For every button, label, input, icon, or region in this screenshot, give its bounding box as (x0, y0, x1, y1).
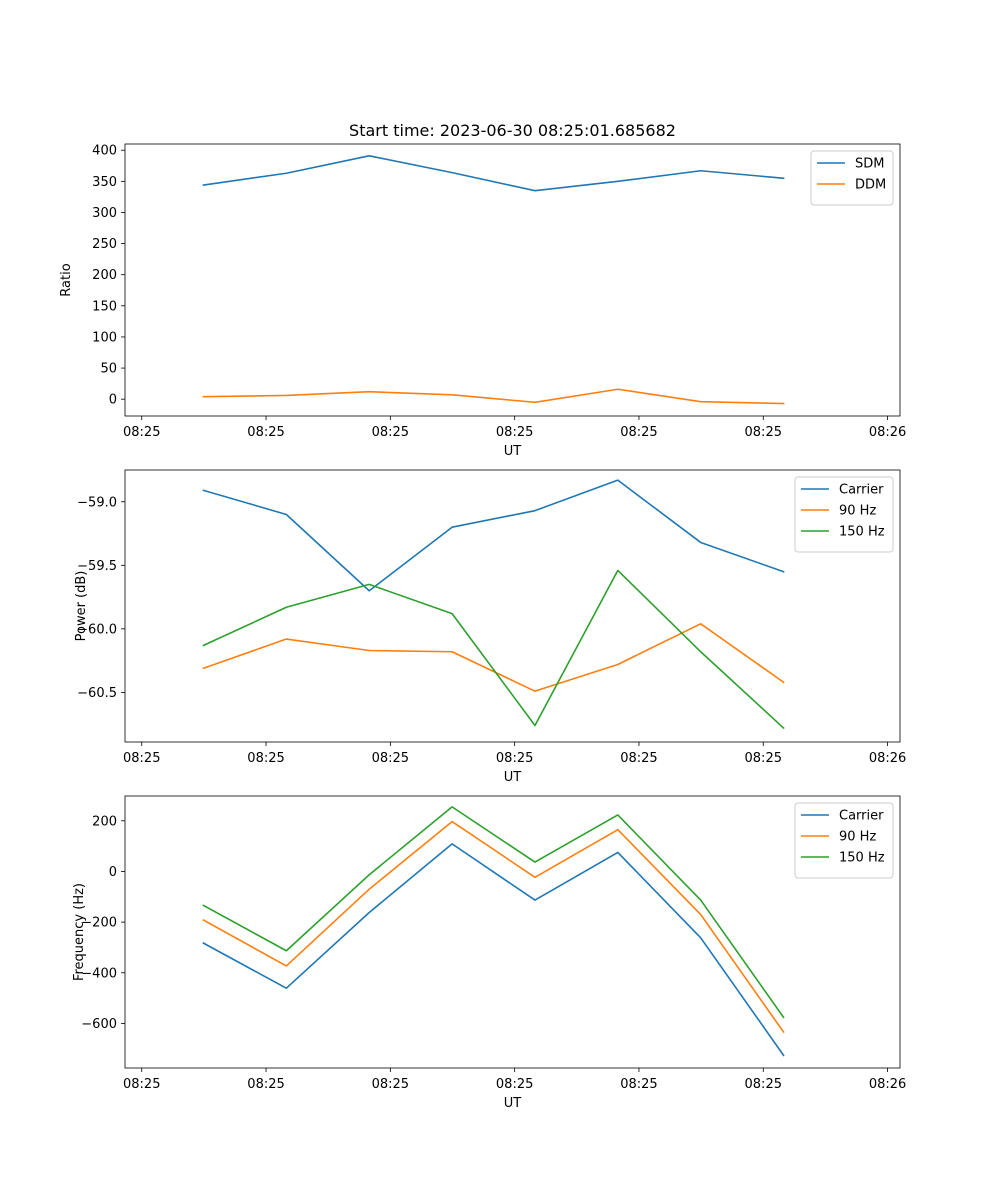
frequency-x-tick-label: 08:25 (745, 1077, 782, 1092)
ratio-series-sdm-line (202, 155, 785, 192)
ratio-panel: 08:25 08:25 08:25 08:25 08:25 08:25 08:26 0 50 10… (59, 143, 906, 459)
frequency-series-150-hz-line (202, 806, 785, 1019)
power-x-tick-label: 08:26 (869, 751, 906, 766)
ratio-x-axis-label: UT (504, 444, 522, 459)
frequency-y-tick-label: 200 (92, 814, 117, 829)
ratio-y-tick-label: 250 (92, 237, 117, 252)
power-x-tick-label: 08:25 (123, 751, 160, 766)
ratio-legend-box (810, 150, 894, 206)
power-x-tick-label: 08:25 (372, 751, 409, 766)
frequency-y-axis-label: Frequency (Hz) (72, 883, 87, 981)
frequency-axes-frame (124, 795, 901, 1069)
power-legend-label: 90 Hz (839, 504, 876, 519)
ratio-y-tick-label: 300 (92, 206, 117, 221)
power-x-tick-label: 08:25 (247, 751, 284, 766)
frequency-legend: Carrier 90 Hz 150 Hz (794, 802, 894, 879)
frequency-x-tick-label: 08:26 (869, 1077, 906, 1092)
power-y-axis-label: Power (dB) (74, 571, 89, 642)
frequency-x-tick-label: 08:25 (123, 1077, 160, 1092)
ratio-y-tick-label: 350 (92, 175, 117, 190)
ratio-y-tick-label: 150 (92, 299, 117, 314)
ratio-y-tick-label: 200 (92, 268, 117, 283)
frequency-y-tick-label: −200 (81, 916, 117, 931)
ratio-series-ddm-line (202, 388, 785, 405)
frequency-y-tick-label: −400 (81, 966, 117, 981)
ratio-axes-frame (124, 143, 901, 417)
ratio-legend-label: SDM (855, 157, 884, 172)
ratio-x-tick-label: 08:25 (247, 425, 284, 440)
ratio-legend: SDM DDM (810, 150, 894, 206)
frequency-x-tick-label: 08:25 (247, 1077, 284, 1092)
ratio-y-tick-label: 100 (92, 330, 117, 345)
power-x-axis-label: UT (504, 770, 522, 785)
frequency-legend-label: 90 Hz (839, 830, 876, 845)
ratio-y-tick-label: 0 (109, 393, 117, 408)
power-series-90-hz-line (202, 622, 785, 692)
power-x-tick-label: 08:25 (620, 751, 657, 766)
frequency-legend-label: Carrier (839, 809, 884, 824)
ratio-x-tick-label: 08:25 (496, 425, 533, 440)
frequency-series-carrier-line (202, 843, 785, 1057)
power-x-tick-label: 08:25 (745, 751, 782, 766)
power-series-carrier-line (202, 479, 785, 592)
figure-title: Start time: 2023-06-30 08:25:01.685682 (349, 121, 676, 140)
frequency-x-tick-label: 08:25 (372, 1077, 409, 1092)
ratio-y-tick-label: 50 (100, 362, 117, 377)
frequency-y-tick-label: 0 (109, 865, 117, 880)
power-legend: Carrier 90 Hz 150 Hz (794, 476, 894, 553)
power-x-tick-label: 08:25 (496, 751, 533, 766)
frequency-y-tick-label: −600 (81, 1017, 117, 1032)
ratio-x-tick-label: 08:25 (123, 425, 160, 440)
power-series-150-hz-line (202, 569, 785, 730)
frequency-panel: 08:25 08:25 08:25 08:25 08:25 08:25 08:26 −600 −… (72, 795, 906, 1111)
power-y-tick-label: −60.0 (77, 622, 117, 637)
ratio-x-tick-label: 08:25 (745, 425, 782, 440)
frequency-series-90-hz-line (202, 820, 785, 1034)
ratio-x-tick-label: 08:25 (620, 425, 657, 440)
power-panel: 08:25 08:25 08:25 08:25 08:25 08:25 08:26 −60.5… (74, 469, 906, 785)
ratio-legend-label: DDM (855, 178, 886, 193)
power-y-tick-label: −59.5 (77, 559, 117, 574)
frequency-legend-box (794, 802, 894, 879)
power-legend-label: Carrier (839, 483, 884, 498)
ratio-y-tick-label: 400 (92, 144, 117, 159)
frequency-x-tick-label: 08:25 (496, 1077, 533, 1092)
ratio-y-axis-label: Ratio (59, 263, 74, 296)
power-y-tick-label: −60.5 (77, 686, 117, 701)
frequency-x-tick-label: 08:25 (620, 1077, 657, 1092)
power-axes-frame (124, 469, 901, 743)
power-legend-box (794, 476, 894, 553)
frequency-legend-label: 150 Hz (839, 851, 885, 866)
power-legend-label: 150 Hz (839, 525, 885, 540)
ratio-x-tick-label: 08:26 (869, 425, 906, 440)
frequency-x-axis-label: UT (504, 1096, 522, 1111)
ratio-x-tick-label: 08:25 (372, 425, 409, 440)
power-y-tick-label: −59.0 (77, 495, 117, 510)
